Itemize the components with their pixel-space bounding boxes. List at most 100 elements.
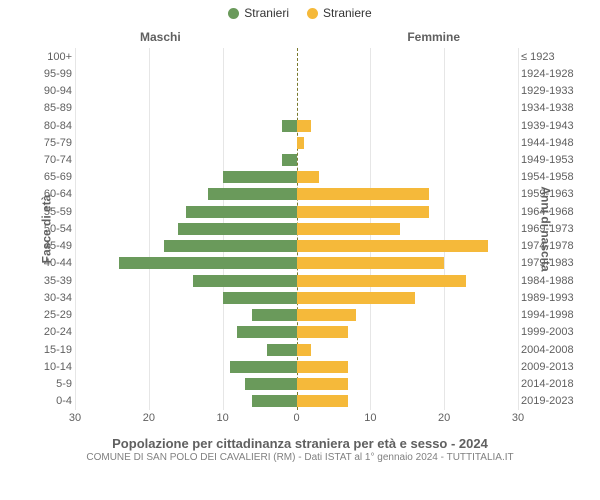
age-label: 55-59 (30, 206, 72, 218)
female-bar (297, 292, 415, 304)
birth-year-label: 1944-1948 (521, 137, 576, 149)
male-bar (252, 395, 296, 407)
female-bar (297, 188, 430, 200)
bar-group (75, 309, 518, 321)
male-bar (237, 326, 296, 338)
female-bar (297, 206, 430, 218)
birth-year-label: 1974-1978 (521, 240, 576, 252)
female-bar (297, 395, 349, 407)
age-row: 15-192004-2008 (75, 341, 518, 358)
age-label: 30-34 (30, 292, 72, 304)
left-side-title: Maschi (140, 30, 181, 44)
age-row: 80-841939-1943 (75, 117, 518, 134)
female-swatch (307, 8, 318, 19)
female-bar (297, 361, 349, 373)
birth-year-label: 1939-1943 (521, 120, 576, 132)
bar-group (75, 68, 518, 80)
gridline (518, 48, 519, 410)
age-label: 75-79 (30, 137, 72, 149)
x-tick: 10 (217, 412, 229, 424)
female-bar (297, 257, 445, 269)
population-pyramid: Maschi Femmine Fasce di età Anni di nasc… (20, 24, 580, 434)
age-row: 55-591964-1968 (75, 203, 518, 220)
birth-year-label: 1999-2003 (521, 326, 576, 338)
bar-group (75, 275, 518, 287)
age-label: 15-19 (30, 344, 72, 356)
age-row: 25-291994-1998 (75, 307, 518, 324)
age-row: 100+≤ 1923 (75, 48, 518, 65)
age-row: 30-341989-1993 (75, 289, 518, 306)
age-row: 10-142009-2013 (75, 358, 518, 375)
female-bar (297, 240, 489, 252)
age-row: 20-241999-2003 (75, 324, 518, 341)
bar-group (75, 395, 518, 407)
age-label: 45-49 (30, 240, 72, 252)
female-bar (297, 275, 467, 287)
bar-group (75, 85, 518, 97)
age-label: 100+ (30, 51, 72, 63)
age-label: 40-44 (30, 257, 72, 269)
birth-year-label: 1994-1998 (521, 309, 576, 321)
age-row: 50-541969-1973 (75, 220, 518, 237)
x-tick: 20 (438, 412, 450, 424)
age-label: 65-69 (30, 171, 72, 183)
male-bar (186, 206, 297, 218)
age-label: 95-99 (30, 68, 72, 80)
age-label: 60-64 (30, 188, 72, 200)
age-label: 85-89 (30, 102, 72, 114)
age-label: 20-24 (30, 326, 72, 338)
female-bar (297, 171, 319, 183)
age-row: 40-441979-1983 (75, 255, 518, 272)
female-bar (297, 223, 400, 235)
age-row: 95-991924-1928 (75, 65, 518, 82)
male-bar (119, 257, 296, 269)
male-bar (282, 120, 297, 132)
chart-title: Popolazione per cittadinanza straniera p… (0, 436, 600, 451)
birth-year-label: 1979-1983 (521, 257, 576, 269)
right-side-title: Femmine (407, 30, 460, 44)
age-label: 10-14 (30, 361, 72, 373)
male-bar (193, 275, 296, 287)
female-bar (297, 120, 312, 132)
male-bar (230, 361, 296, 373)
age-row: 45-491974-1978 (75, 238, 518, 255)
age-label: 5-9 (30, 378, 72, 390)
birth-year-label: 2004-2008 (521, 344, 576, 356)
male-bar (282, 154, 297, 166)
birth-year-label: 1954-1958 (521, 171, 576, 183)
age-row: 35-391984-1988 (75, 272, 518, 289)
birth-year-label: 2019-2023 (521, 395, 576, 407)
x-tick: 0 (293, 412, 299, 424)
chart-subtitle: COMUNE DI SAN POLO DEI CAVALIERI (RM) - … (0, 452, 600, 463)
age-row: 85-891934-1938 (75, 100, 518, 117)
bar-group (75, 51, 518, 63)
age-label: 70-74 (30, 154, 72, 166)
age-row: 65-691954-1958 (75, 169, 518, 186)
male-bar (223, 171, 297, 183)
female-bar (297, 344, 312, 356)
bar-group (75, 240, 518, 252)
male-bar (252, 309, 296, 321)
birth-year-label: 1929-1933 (521, 85, 576, 97)
bar-group (75, 120, 518, 132)
bar-group (75, 326, 518, 338)
male-bar (208, 188, 297, 200)
birth-year-label: 2014-2018 (521, 378, 576, 390)
female-bar (297, 378, 349, 390)
bar-group (75, 171, 518, 183)
x-tick: 20 (143, 412, 155, 424)
birth-year-label: 1959-1963 (521, 188, 576, 200)
chart-footer: Popolazione per cittadinanza straniera p… (0, 436, 600, 463)
male-bar (223, 292, 297, 304)
bar-group (75, 378, 518, 390)
bar-group (75, 223, 518, 235)
x-axis: 3020100102030 (75, 412, 518, 428)
bar-group (75, 292, 518, 304)
x-tick: 30 (512, 412, 524, 424)
bar-group (75, 257, 518, 269)
birth-year-label: ≤ 1923 (521, 51, 576, 63)
age-label: 80-84 (30, 120, 72, 132)
age-row: 90-941929-1933 (75, 82, 518, 99)
age-row: 5-92014-2018 (75, 375, 518, 392)
male-swatch (228, 8, 239, 19)
